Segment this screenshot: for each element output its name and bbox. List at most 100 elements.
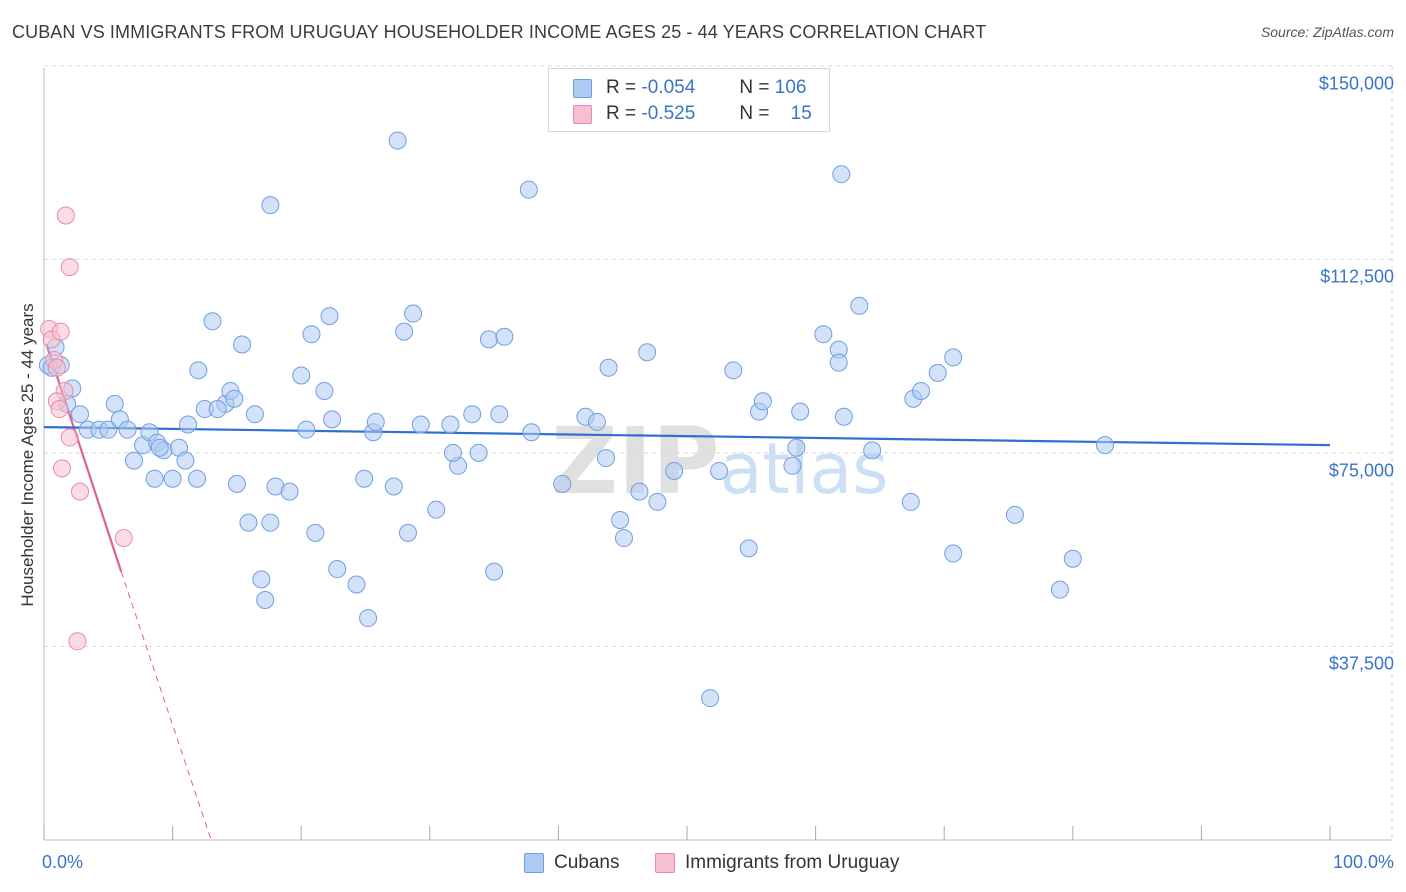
cubans-point — [724, 361, 743, 380]
source-label: Source: ZipAtlas.com — [1260, 24, 1394, 40]
y-tick-label: $112,500 — [1320, 266, 1394, 287]
x-tick-min: 0.0% — [42, 852, 84, 872]
cubans-point — [328, 560, 347, 579]
uruguay-point — [60, 428, 79, 447]
cubans-legend-swatch — [524, 853, 544, 873]
cubans-legend-label: Cubans — [554, 852, 620, 873]
n-label: N = — [739, 103, 770, 124]
cubans-point — [1050, 580, 1069, 599]
cubans-point — [596, 449, 615, 468]
cubans-point — [614, 529, 633, 548]
n-value: 15 — [790, 103, 812, 124]
cubans-point — [479, 330, 498, 349]
uruguay-point — [56, 206, 75, 225]
cubans-trend-layer — [43, 425, 1331, 447]
uruguay-point — [53, 459, 72, 478]
cubans-point — [320, 307, 339, 326]
cubans-point — [179, 415, 198, 434]
correlation-legend: R = -0.054 N = 106 R = -0.525 N = 15 — [548, 68, 830, 132]
cubans-point — [145, 469, 164, 488]
cubans-point — [587, 412, 606, 431]
cubans-swatch — [573, 78, 592, 98]
uruguay-points — [40, 206, 133, 651]
y-tick-label: $150,000 — [1318, 73, 1394, 94]
legend-item-uruguay[interactable]: Immigrants from Uruguay — [655, 852, 899, 874]
uruguay-point — [68, 632, 87, 651]
cubans-point — [850, 296, 869, 315]
uruguay-point — [51, 322, 70, 341]
cubans-point — [225, 389, 244, 408]
uruguay-trend-line — [45, 344, 123, 572]
axis-layer — [43, 68, 1392, 841]
cubans-point — [302, 325, 321, 344]
cubans-point — [404, 304, 423, 323]
cubans-point — [292, 366, 311, 385]
cubans-point — [355, 469, 374, 488]
cubans-point — [347, 575, 366, 594]
cubans-point — [522, 423, 541, 442]
cubans-point — [1063, 549, 1082, 568]
cubans-point — [189, 361, 208, 380]
cubans-point — [901, 492, 920, 511]
cubans-point — [469, 443, 488, 462]
cubans-point — [463, 405, 482, 424]
cubans-point — [944, 544, 963, 563]
cubans-point — [710, 461, 729, 480]
cubans-point — [188, 469, 207, 488]
cubans-point — [443, 443, 462, 462]
cubans-point — [233, 335, 252, 354]
cubans-point — [495, 327, 514, 346]
cubans-point — [384, 477, 403, 496]
cubans-point — [441, 415, 460, 434]
cubans-point — [739, 539, 758, 558]
cubans-point — [261, 196, 280, 215]
r-value: -0.054 — [641, 77, 696, 98]
cubans-point — [388, 131, 407, 150]
legend-row-uruguay: R = -0.525 N = 15 — [573, 102, 812, 126]
cubans-point — [829, 353, 848, 372]
uruguay-legend-label: Immigrants from Uruguay — [685, 852, 900, 873]
y-tick-label: $37,500 — [1328, 653, 1394, 674]
legend-item-cubans[interactable]: Cubans — [524, 852, 620, 874]
cubans-point — [395, 322, 414, 341]
cubans-point — [599, 358, 618, 377]
cubans-point — [150, 438, 169, 457]
cubans-point — [912, 381, 931, 400]
cubans-point — [227, 474, 246, 493]
cubans-point — [245, 405, 264, 424]
cubans-point — [411, 415, 430, 434]
cubans-point — [176, 451, 195, 470]
cubans-point — [630, 482, 649, 501]
cubans-point — [832, 165, 851, 184]
cubans-point — [118, 420, 137, 439]
cubans-point — [99, 420, 118, 439]
cubans-point — [783, 456, 802, 475]
cubans-point — [256, 591, 275, 609]
y-tick-label: $75,000 — [1328, 460, 1394, 481]
n-label: N = — [739, 77, 770, 98]
cubans-point — [944, 348, 963, 367]
uruguay-point — [47, 358, 66, 377]
cubans-point — [1005, 505, 1024, 524]
cubans-point — [125, 451, 144, 470]
cubans-point — [787, 438, 806, 457]
cubans-trend-line — [43, 425, 1331, 447]
x-tick-max: 100.0% — [1332, 852, 1394, 872]
cubans-point — [163, 469, 182, 488]
uruguay-point — [50, 400, 69, 419]
grid-layer — [44, 65, 1393, 840]
cubans-point — [1095, 436, 1114, 455]
cubans-point — [928, 363, 947, 382]
cubans-point — [315, 381, 334, 400]
uruguay-swatch — [573, 104, 592, 124]
cubans-point — [834, 407, 853, 426]
cubans-point — [208, 400, 227, 419]
legend-row-cubans: R = -0.054 N = 106 — [573, 76, 806, 100]
r-value: -0.525 — [641, 103, 696, 124]
cubans-point — [863, 441, 882, 460]
uruguay-legend-swatch — [655, 853, 675, 873]
cubans-point — [252, 570, 271, 589]
cubans-point — [485, 562, 504, 581]
watermark-atlas: atlas — [720, 428, 889, 510]
